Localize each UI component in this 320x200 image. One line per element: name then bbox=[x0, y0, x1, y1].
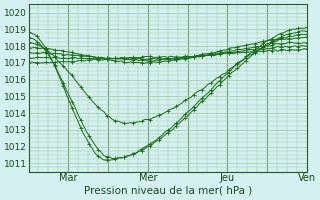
X-axis label: Pression niveau de la mer( hPa ): Pression niveau de la mer( hPa ) bbox=[84, 186, 252, 196]
